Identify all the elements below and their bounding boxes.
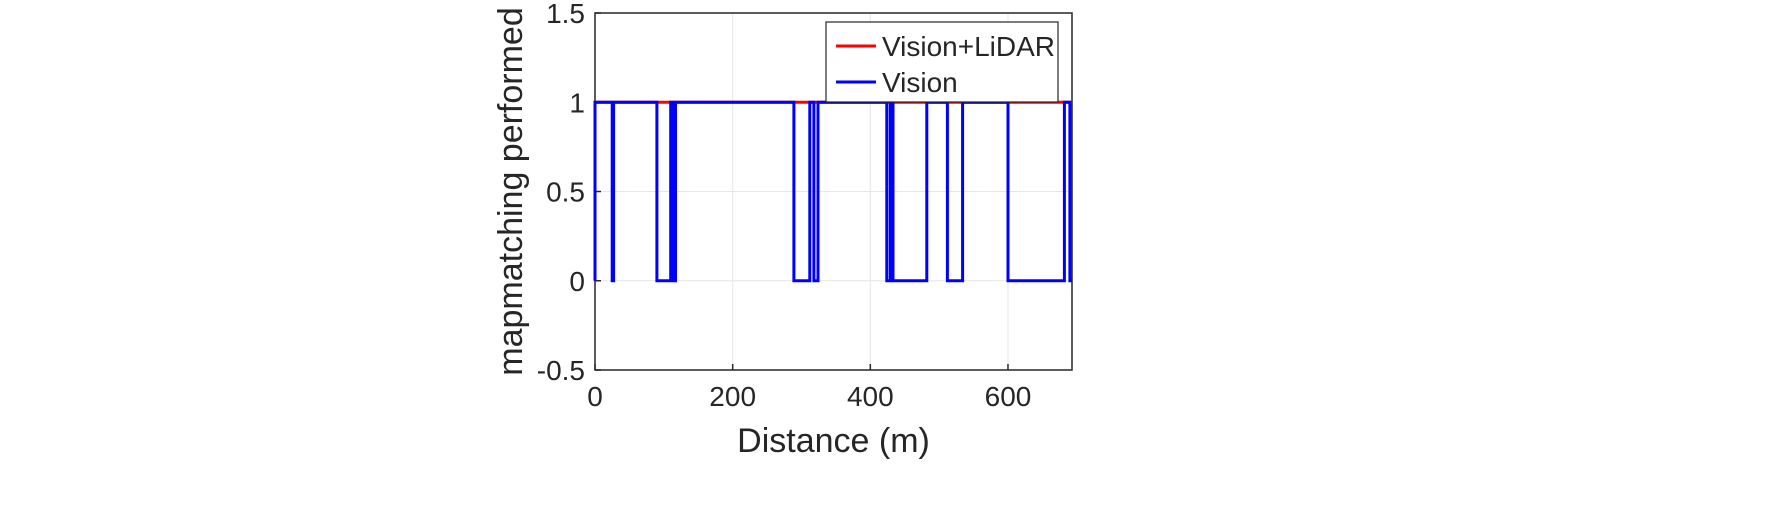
y-axis-label: mapmatching performed [492, 7, 530, 376]
x-tick-label: 600 [985, 381, 1032, 412]
legend-label-vision-lidar: Vision+LiDAR [882, 31, 1055, 62]
legend: Vision+LiDAR Vision [825, 21, 1059, 103]
legend-box [825, 21, 1059, 103]
y-tick-label: 0 [569, 266, 585, 297]
x-tick-label: 200 [709, 381, 756, 412]
x-tick-label: 400 [847, 381, 894, 412]
y-tick-label: 0.5 [546, 177, 585, 208]
x-axis-label: Distance (m) [737, 422, 930, 460]
legend-label-vision: Vision [882, 67, 958, 98]
y-tick-label: 1.5 [546, 0, 585, 29]
x-tick-label: 0 [587, 381, 603, 412]
y-tick-label: 1 [569, 87, 585, 118]
y-tick-label: -0.5 [537, 355, 585, 386]
axes-ticks: 0 200 400 600-0.500.511.5 [537, 0, 1032, 412]
